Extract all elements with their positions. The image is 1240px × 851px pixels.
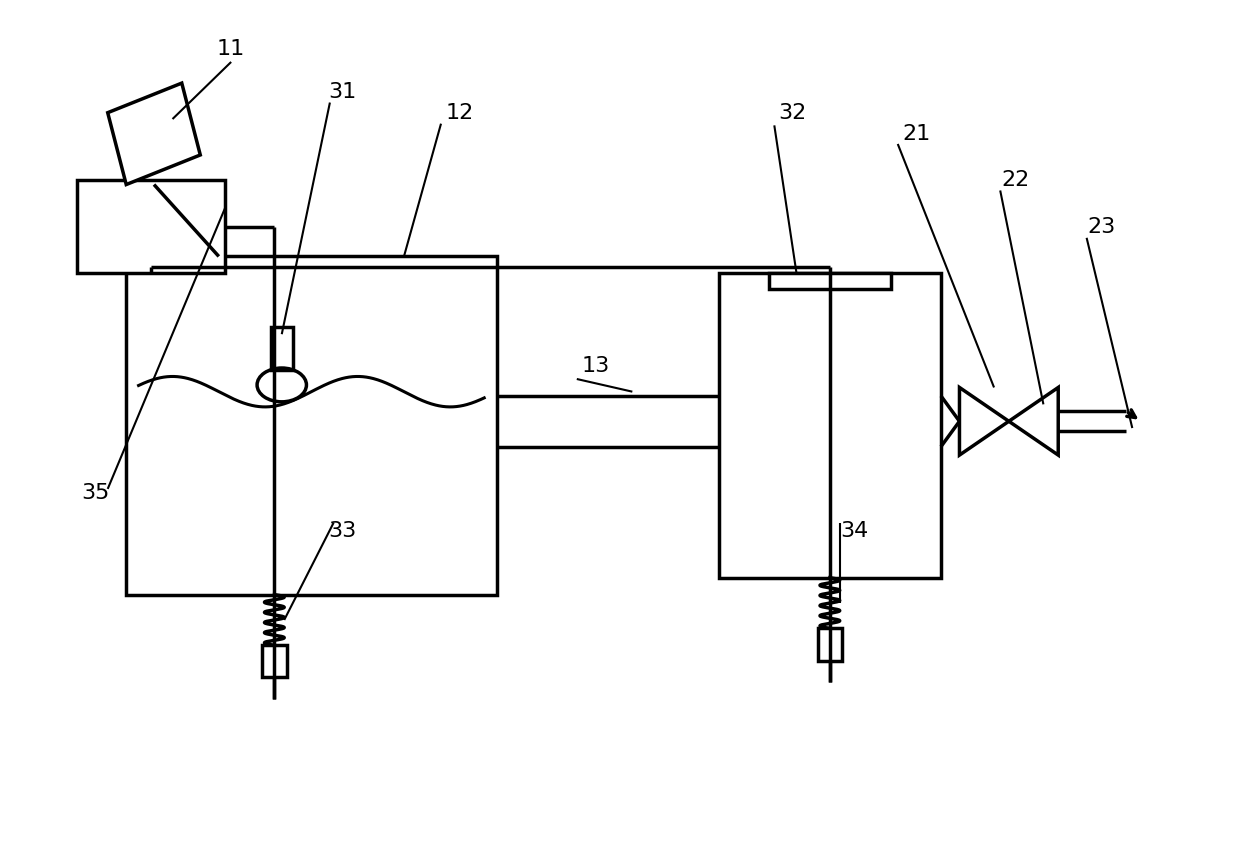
Text: 11: 11	[217, 39, 246, 60]
Bar	[270, 328, 293, 369]
Bar	[817, 628, 842, 660]
Text: 34: 34	[841, 521, 869, 541]
Bar	[719, 273, 941, 578]
Text: 31: 31	[329, 82, 356, 101]
Bar	[769, 273, 892, 288]
Text: 13: 13	[582, 357, 609, 376]
Polygon shape	[108, 83, 201, 185]
Text: 12: 12	[445, 103, 474, 123]
Text: 35: 35	[81, 483, 109, 503]
Bar	[126, 256, 496, 595]
Text: 32: 32	[779, 103, 807, 123]
Bar	[262, 645, 286, 677]
Text: 23: 23	[1087, 217, 1116, 237]
Bar	[77, 180, 224, 273]
Text: 33: 33	[329, 521, 356, 541]
Text: 21: 21	[903, 124, 930, 144]
Text: 22: 22	[1001, 170, 1029, 191]
